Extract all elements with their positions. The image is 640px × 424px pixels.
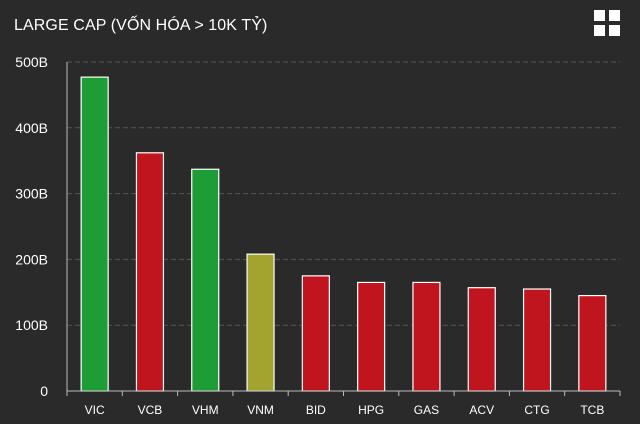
x-tick-label: GAS (414, 403, 439, 417)
x-tick-label: ACV (469, 403, 494, 417)
grid-menu-icon[interactable] (594, 10, 620, 36)
x-tick-label: VHM (192, 403, 219, 417)
x-tick-label: BID (306, 403, 326, 417)
bar-vnm[interactable] (246, 253, 275, 392)
chart-title: LARGE CAP (VỐN HÓA > 10K TỶ) (14, 17, 268, 34)
y-tick-label: 500B (15, 54, 48, 70)
bar-tcb[interactable] (578, 294, 607, 392)
x-tick-label: TCB (580, 403, 604, 417)
y-tick-label: 300B (15, 186, 48, 202)
x-tick-label: VCB (138, 403, 163, 417)
y-tick-label: 200B (15, 251, 48, 267)
bar-bid[interactable] (301, 275, 330, 392)
x-tick-label: VNM (247, 403, 274, 417)
bar-gas[interactable] (412, 281, 441, 392)
x-tick-label: VIC (85, 403, 105, 417)
bar-acv[interactable] (467, 287, 496, 392)
bar-vcb[interactable] (135, 152, 165, 392)
bar-vic[interactable] (80, 76, 109, 392)
x-tick-label: CTG (524, 403, 549, 417)
bar-ctg[interactable] (522, 288, 552, 392)
bar-vhm[interactable] (191, 168, 220, 392)
bar-hpg[interactable] (357, 281, 386, 392)
y-tick-label: 400B (15, 120, 48, 136)
y-tick-label: 100B (15, 317, 48, 333)
y-tick-label: 0 (40, 383, 48, 399)
x-tick-label: HPG (358, 403, 384, 417)
